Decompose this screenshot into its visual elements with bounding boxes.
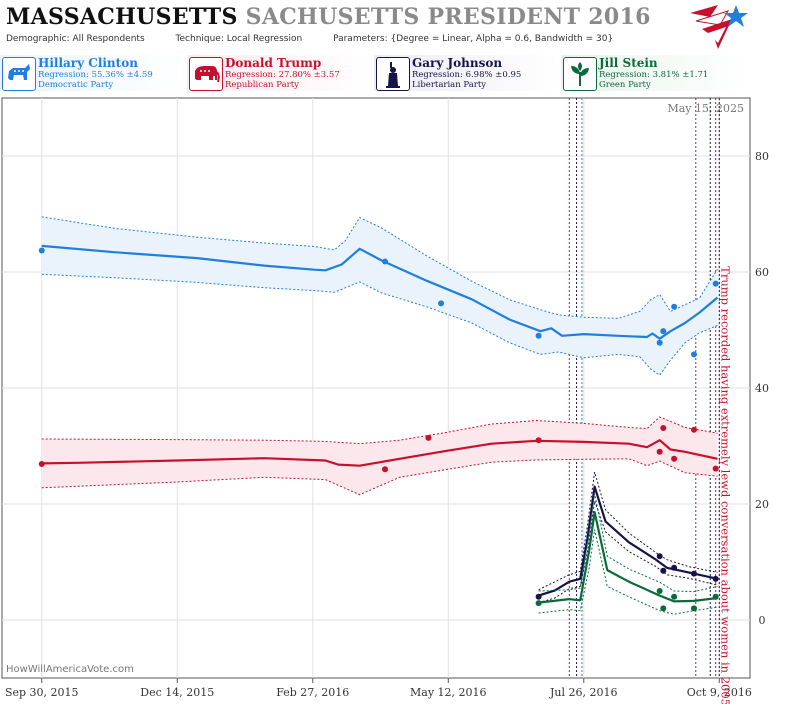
y-tick-label: 0 [759, 614, 766, 627]
poll-point [660, 328, 667, 335]
poll-point [660, 605, 667, 612]
poll-point [656, 339, 663, 346]
candidate-name: Gary Johnson [412, 56, 503, 70]
poll-point [690, 570, 697, 577]
candidate-party: Libertarian Party [412, 80, 487, 90]
leaf-icon [563, 57, 597, 91]
upper-bound-line [538, 471, 718, 591]
x-tick-label: Oct 9, 2016 [687, 686, 752, 699]
parameters: Parameters: {Degree = Linear, Alpha = 0.… [333, 34, 627, 44]
candidate-card-trump: Donald Trump Regression: 27.80% ±3.57 Re… [187, 55, 373, 91]
title-race: SACHUSETTS PRESIDENT 2016 [245, 4, 651, 30]
regression-line [41, 439, 718, 467]
poll-chart: 0 20 40 60 80 Sep 30, 2015 Dec 14, 2015 Feb 27,… [1, 97, 769, 704]
regression-line [538, 485, 718, 597]
donkey-icon [2, 57, 36, 91]
poll-point [712, 593, 719, 600]
x-tick-label: Feb 27, 2016 [276, 686, 349, 699]
poll-point [712, 465, 719, 472]
poll-point [671, 593, 678, 600]
x-tick-label: Jul 26, 2016 [549, 686, 618, 699]
poll-point [671, 303, 678, 310]
technique: Technique: Local Regression [176, 34, 317, 44]
candidate-regression: Regression: 6.98% ±0.95 [412, 70, 522, 80]
flag-star-logo-icon [690, 5, 748, 49]
poll-point [535, 437, 542, 444]
candidate-card-clinton: Hillary Clinton Regression: 55.36% ±4.59… [0, 55, 186, 91]
poll-point [712, 280, 719, 287]
candidate-card-johnson: Gary Johnson Regression: 6.98% ±0.95 Lib… [374, 55, 560, 91]
series-3 [535, 493, 719, 615]
y-tick-label: 80 [755, 150, 769, 163]
demographic-label: Demographic: [6, 34, 70, 44]
title-state: MASSACHUSETTS [6, 4, 238, 30]
poll-point [690, 605, 697, 612]
chart-title: MASSACHUSETTS SACHUSETTS PRESIDENT 2016 [6, 4, 651, 30]
candidate-legend: Hillary Clinton Regression: 55.36% ±4.59… [0, 55, 789, 93]
candidate-party: Democratic Party [38, 80, 114, 90]
y-tick-label: 20 [755, 498, 769, 511]
lower-bound-line [538, 529, 718, 615]
poll-point [660, 567, 667, 574]
series-0 [38, 216, 719, 376]
poll-point [535, 332, 542, 339]
elephant-icon [189, 57, 223, 91]
lower-bound-line [538, 500, 718, 604]
candidate-party: Republican Party [225, 80, 299, 90]
series-2 [535, 471, 719, 604]
y-tick-label: 40 [755, 382, 769, 395]
poll-point [535, 600, 542, 607]
poll-point [535, 593, 542, 600]
parameters-value: {Degree = Linear, Alpha = 0.6, Bandwidth… [390, 34, 614, 44]
poll-point [656, 553, 663, 560]
technique-value: Local Regression [226, 34, 303, 44]
upper-bound-line [538, 493, 718, 593]
technique-label: Technique: [175, 34, 224, 44]
candidate-party: Green Party [599, 80, 651, 90]
poll-point [382, 466, 389, 473]
parameters-label: Parameters: [333, 34, 388, 44]
poll-point [438, 300, 445, 307]
poll-point [425, 434, 432, 441]
poll-point [671, 564, 678, 571]
candidate-name: Jill Stein [599, 56, 658, 70]
poll-point [38, 247, 45, 254]
liberty-statue-icon [376, 57, 410, 91]
regression-line [538, 511, 718, 604]
y-tick-label: 60 [755, 266, 769, 279]
poll-point [38, 460, 45, 467]
candidate-name: Donald Trump [225, 56, 322, 70]
candidate-regression: Regression: 55.36% ±4.59 [38, 70, 153, 80]
candidate-card-stein: Jill Stein Regression: 3.81% ±1.71 Green… [561, 55, 747, 91]
confidence-band [41, 417, 718, 495]
chart-parameters: Demographic: All Respondents Technique: … [6, 34, 641, 44]
demographic: Demographic: All Respondents [6, 34, 159, 44]
regression-line [41, 244, 719, 340]
chart-header: MASSACHUSETTS SACHUSETTS PRESIDENT 2016 … [0, 0, 789, 96]
watermark: HowWillAmericaVote.com [6, 664, 134, 675]
x-tick-label: Sep 30, 2015 [5, 686, 79, 699]
x-tick-label: May 12, 2016 [410, 686, 487, 699]
poll-point [656, 448, 663, 455]
demographic-value: All Respondents [72, 34, 145, 44]
x-tick-label: Dec 14, 2015 [140, 686, 214, 699]
event-annotation: Trump recorded having extremely lewd con… [719, 266, 733, 704]
candidate-name: Hillary Clinton [38, 56, 138, 70]
date-label: May 15, 2025 [667, 102, 744, 115]
poll-point [671, 455, 678, 462]
series-1 [38, 416, 719, 496]
confidence-band [41, 216, 718, 376]
poll-point [712, 575, 719, 582]
poll-point [382, 258, 389, 265]
event-lines [568, 98, 720, 678]
poll-point [690, 426, 697, 433]
candidate-regression: Regression: 27.80% ±3.57 [225, 70, 340, 80]
poll-point [690, 351, 697, 358]
poll-point [656, 588, 663, 594]
upper-bound-line [41, 216, 718, 319]
poll-point [660, 425, 667, 432]
lower-bound-line [41, 273, 718, 376]
candidate-regression: Regression: 3.81% ±1.71 [599, 70, 709, 80]
